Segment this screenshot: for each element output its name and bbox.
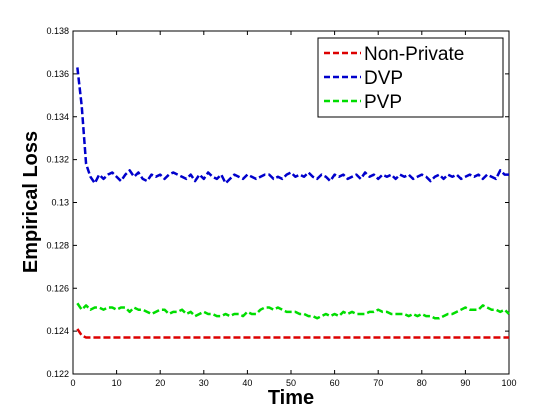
x-tick-label: 0 [70, 378, 75, 388]
y-tick-label: 0.134 [46, 112, 69, 122]
legend-label-pvp: PVP [364, 92, 402, 113]
x-tick-label: 100 [501, 378, 516, 388]
y-tick-label: 0.132 [46, 155, 69, 165]
legend-box [317, 37, 504, 118]
y-tick-label: 0.122 [46, 369, 69, 379]
x-axis-label: Time [268, 387, 314, 409]
x-tick-label: 40 [242, 378, 252, 388]
x-tick-label: 90 [460, 378, 470, 388]
y-tick-label: 0.124 [46, 326, 69, 336]
series-line-dvp [76, 67, 509, 185]
legend: Non-Private DVP PVP [317, 37, 504, 118]
x-tick-label: 30 [199, 378, 209, 388]
legend-label-dvp: DVP [364, 68, 403, 89]
y-tick-label: 0.128 [46, 240, 69, 250]
x-tick-label: 10 [112, 378, 122, 388]
x-tick-label: 20 [155, 378, 165, 388]
y-axis-label: Empirical Loss [20, 131, 42, 273]
series-line-non-private [76, 328, 509, 339]
x-tick-label: 50 [286, 378, 296, 388]
series-line-pvp [76, 302, 510, 320]
y-tick-label: 0.126 [46, 283, 69, 293]
y-tick-label: 0.136 [46, 69, 69, 79]
series-layer [76, 67, 510, 339]
x-tick-label: 60 [330, 378, 340, 388]
x-tick-label: 80 [417, 378, 427, 388]
y-tick-label: 0.138 [46, 26, 69, 36]
legend-label-non-private: Non-Private [364, 44, 464, 65]
y-tick-label: 0.13 [51, 198, 69, 208]
x-tick-label: 70 [373, 378, 383, 388]
axis-ticks: 0 10 20 30 40 50 60 70 80 90 100 0.122 0.124 0.126 0.1… [46, 26, 516, 388]
